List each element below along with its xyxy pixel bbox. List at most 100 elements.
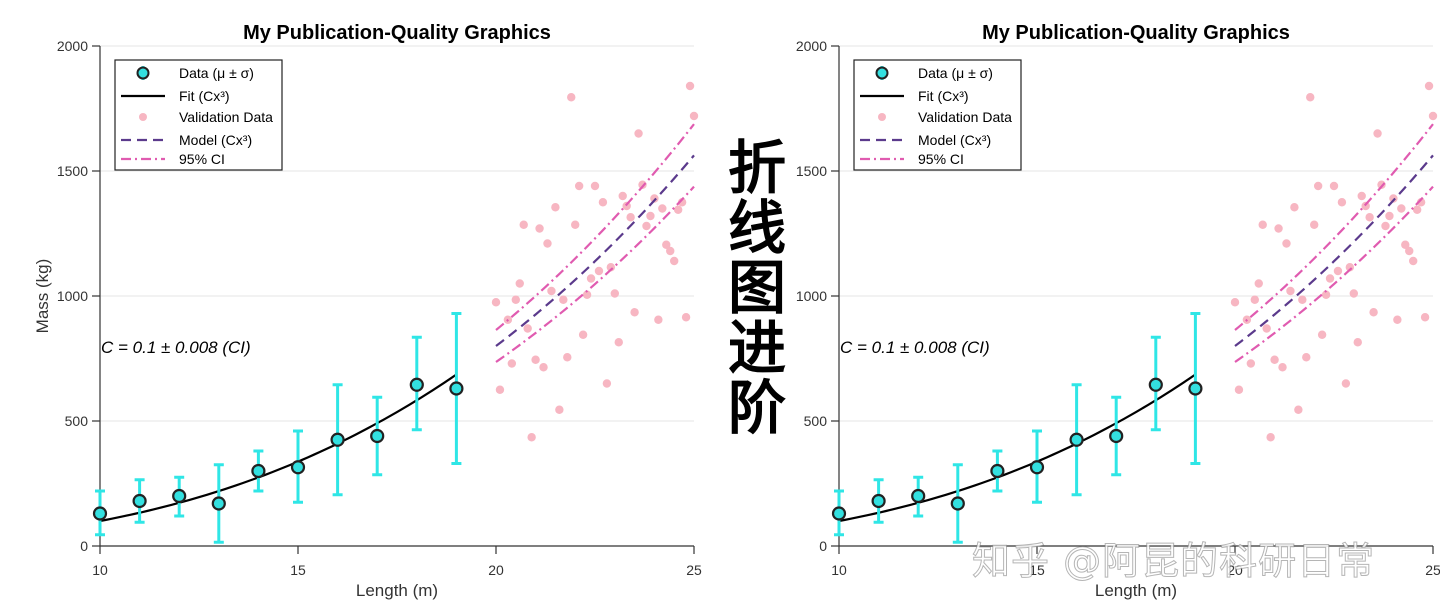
validation-point: [1357, 191, 1366, 201]
data-point: [132, 493, 147, 509]
validation-point: [602, 379, 612, 388]
validation-point: [1266, 433, 1275, 442]
data-point: [211, 496, 226, 511]
y-tick-label: 1500: [796, 163, 827, 179]
validation-point: [681, 313, 691, 322]
side-caption-char: 图: [727, 254, 786, 322]
validation-point: [1306, 93, 1315, 102]
validation-point: [1329, 181, 1339, 191]
x-tick-label: 20: [1227, 562, 1243, 578]
validation-point: [1302, 353, 1311, 362]
validation-point: [1298, 295, 1307, 304]
validation-point: [1321, 290, 1331, 299]
fit-line: [99, 373, 458, 523]
model-line: [1234, 154, 1434, 347]
validation-point: [634, 129, 643, 138]
x-axis-label: Length (m): [1095, 581, 1177, 600]
validation-point: [1365, 213, 1374, 222]
validation-point: [491, 298, 501, 307]
validation-point: [662, 240, 671, 249]
validation-point: [630, 308, 639, 317]
validation-point: [1294, 405, 1303, 414]
x-tick-label: 25: [1425, 562, 1440, 578]
validation-point: [1373, 129, 1382, 138]
validation-point: [673, 205, 683, 214]
legend-entry: Fit (Cx³): [918, 88, 969, 104]
ci-lower-line: [1234, 185, 1434, 363]
validation-point: [610, 289, 619, 298]
chart-title: My Publication-Quality Graphics: [243, 22, 551, 44]
x-axis-label: Length (m): [356, 581, 438, 600]
validation-point: [523, 324, 532, 333]
data-point: [370, 428, 385, 444]
validation-point: [1254, 279, 1263, 288]
validation-point: [1381, 221, 1390, 231]
data-point: [1029, 460, 1045, 475]
side-caption-char: 进: [727, 314, 786, 382]
validation-point: [527, 433, 536, 442]
fit-line: [838, 373, 1197, 523]
model-line: [495, 154, 695, 347]
validation-point: [1286, 286, 1295, 296]
validation-point: [1412, 205, 1422, 214]
y-axis-label: Mass (kg): [33, 259, 52, 334]
y-tick-label: 0: [819, 538, 827, 554]
validation-point: [551, 203, 560, 212]
validation-point: [555, 405, 564, 414]
y-tick-label: 500: [65, 413, 89, 429]
data-point: [449, 381, 464, 396]
validation-point: [1341, 379, 1351, 388]
validation-point: [1337, 198, 1347, 207]
legend-entry: 95% CI: [179, 151, 225, 167]
legend-validation-swatch: [878, 113, 886, 121]
validation-point: [1424, 81, 1434, 91]
validation-point: [650, 194, 659, 203]
ci-lower-line: [495, 185, 695, 363]
validation-point: [1325, 274, 1335, 283]
legend-entry: Model (Cx³): [179, 132, 252, 148]
validation-point: [666, 246, 675, 256]
validation-point: [495, 385, 505, 394]
chart-panel-2: 0 500 1000 1500 2000 10 15 20 25 My Publication-Q…: [796, 22, 1440, 600]
validation-point: [642, 221, 651, 231]
data-point: [831, 506, 847, 521]
data-point: [871, 493, 886, 509]
side-caption-char: 线: [727, 194, 786, 262]
validation-point: [1317, 330, 1327, 339]
data-point: [92, 506, 108, 521]
legend-entry: Data (μ ± σ): [179, 65, 254, 81]
validation-point: [543, 239, 552, 248]
validation-point: [578, 330, 588, 339]
watermark: 知乎 @阿昆的科研日常: [971, 539, 1376, 584]
fit-annotation: C = 0.1 ± 0.008 (CI): [101, 338, 251, 357]
validation-point: [1234, 385, 1244, 394]
y-tick-label: 500: [804, 413, 828, 429]
validation-point: [531, 355, 540, 364]
y-tick-label: 1000: [796, 288, 827, 304]
y-tick-label: 2000: [796, 38, 827, 54]
ci-upper-line: [1234, 123, 1434, 331]
validation-point: [535, 224, 544, 233]
validation-point: [515, 279, 524, 288]
validation-point: [618, 191, 627, 201]
validation-point: [1369, 308, 1378, 317]
validation-point: [654, 315, 663, 324]
x-tick-label: 15: [1029, 562, 1045, 578]
x-tick-label: 20: [488, 562, 504, 578]
data-point: [409, 377, 424, 392]
side-caption-char: 折: [727, 134, 786, 202]
legend-entry: Validation Data: [918, 109, 1012, 125]
validation-point: [646, 211, 655, 221]
x-tick-label: 10: [831, 562, 847, 578]
x-tick-label: 10: [92, 562, 108, 578]
validation-point: [567, 93, 576, 102]
validation-point: [1270, 355, 1279, 364]
data-point: [950, 496, 965, 511]
validation-point: [1282, 239, 1291, 248]
validation-point: [1290, 203, 1299, 212]
validation-point: [1397, 204, 1406, 213]
validation-point: [1262, 324, 1271, 333]
validation-point: [1420, 313, 1430, 322]
validation-point: [1385, 211, 1394, 221]
validation-point: [559, 295, 568, 304]
